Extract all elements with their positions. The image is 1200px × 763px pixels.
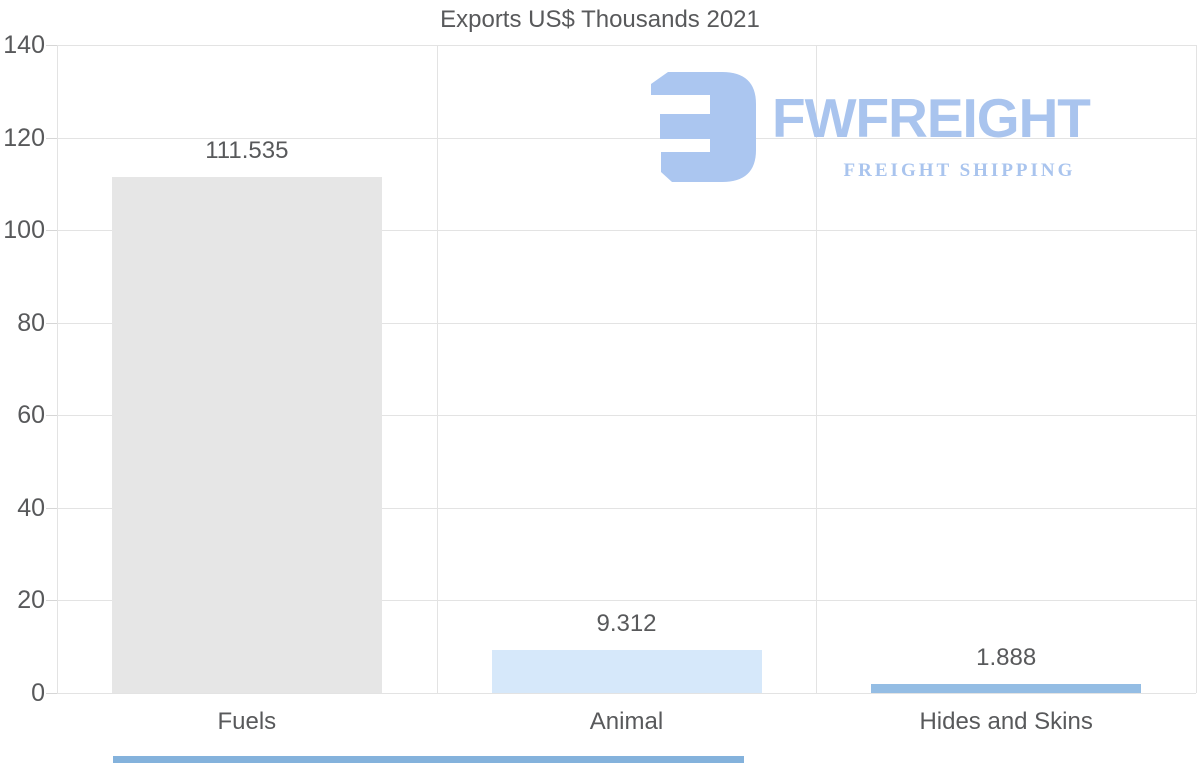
y-tick-mark (46, 322, 57, 324)
x-axis-category-label: Hides and Skins (919, 708, 1093, 735)
y-axis-tick-label: 40 (17, 493, 45, 522)
bottom-accent-strip (113, 756, 744, 763)
y-axis-line (57, 45, 58, 693)
y-axis-tick-label: 100 (3, 216, 45, 245)
bar-value-label: 9.312 (596, 609, 657, 637)
x-axis-category-label: Fuels (217, 708, 277, 735)
category-separator-line (436, 45, 438, 693)
y-tick-mark (46, 45, 57, 46)
y-axis-tick-label: 0 (31, 679, 45, 707)
y-gridline (57, 230, 1196, 232)
y-gridline (57, 45, 1196, 46)
y-tick-mark (46, 507, 57, 509)
y-tick-mark (46, 600, 57, 602)
bar-value-label: 1.888 (976, 644, 1037, 672)
category-separator-line (1196, 45, 1197, 693)
y-axis-tick-label: 60 (17, 401, 45, 430)
category-separator-line (816, 45, 818, 693)
watermark-brand-text: FWFREIGHT (772, 87, 1091, 149)
x-axis-category-label: Animal (589, 708, 664, 735)
y-axis-tick-label: 20 (17, 586, 45, 615)
y-tick-mark (46, 230, 57, 232)
y-tick-mark (46, 137, 57, 139)
y-axis-tick-label: 80 (17, 308, 45, 337)
y-axis-tick-label: 140 (3, 31, 45, 59)
y-axis-tick-label: 120 (3, 123, 45, 152)
bar-value-label: 111.535 (205, 136, 289, 164)
y-gridline (57, 600, 1196, 602)
bar-hides-and-skins (871, 684, 1142, 693)
watermark-tagline-text: FREIGHT SHIPPING (843, 160, 1076, 181)
y-tick-mark (46, 693, 57, 694)
bar-animal (491, 649, 762, 693)
y-gridline (57, 137, 1196, 139)
chart-title: Exports US$ Thousands 2021 (440, 6, 760, 33)
fwfreight-logo-icon (651, 72, 756, 182)
y-tick-mark (46, 415, 57, 417)
bar-fuels (111, 176, 382, 693)
y-gridline (57, 415, 1196, 417)
y-gridline (57, 507, 1196, 509)
y-gridline (57, 322, 1196, 324)
y-gridline (57, 693, 1196, 694)
